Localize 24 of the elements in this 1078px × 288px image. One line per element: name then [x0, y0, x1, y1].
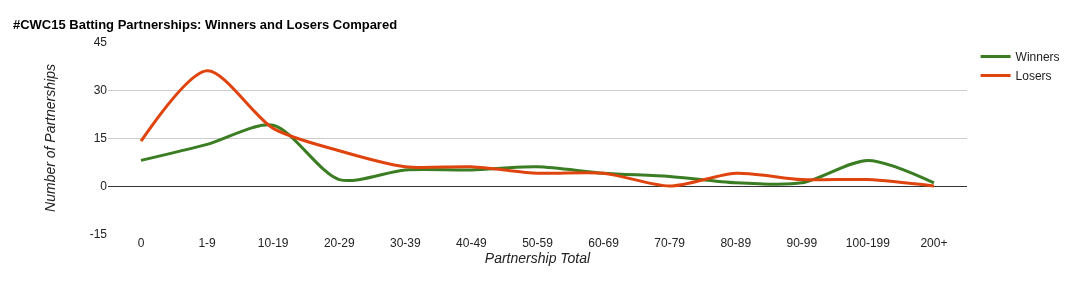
x-tick-label: 1-9: [198, 236, 217, 250]
x-tick-label: 10-19: [257, 236, 289, 250]
chart-title: #CWC15 Batting Partnerships: Winners and Losers Compared: [12, 17, 398, 33]
y-axis-title: Number of Partnerships: [42, 64, 59, 212]
x-tick-label: 20-29: [323, 236, 355, 250]
x-tick-label: 30-39: [390, 236, 422, 250]
legend-label: Losers: [1015, 69, 1052, 84]
y-tick-label: 0: [100, 179, 108, 194]
x-tick-label: 50-59: [522, 236, 554, 250]
x-tick-label: 0: [137, 236, 145, 250]
y-tick-label: 30: [93, 83, 108, 98]
y-tick-label: -15: [89, 227, 108, 242]
x-tick-label: 40-49: [456, 236, 488, 250]
x-tick-label: 80-89: [720, 236, 752, 250]
legend-label: Winners: [1015, 50, 1060, 65]
x-tick-label: 60-69: [588, 236, 620, 250]
x-tick-label: 100-199: [845, 236, 891, 250]
x-tick-label: 200+: [920, 236, 948, 250]
x-tick-label: 70-79: [654, 236, 686, 250]
y-tick-label: 15: [93, 131, 108, 146]
x-tick-label: 90-99: [786, 236, 818, 250]
x-axis-title: Partnership Total: [484, 250, 592, 267]
y-tick-label: 45: [93, 35, 108, 50]
line-series: [139, 69, 936, 188]
